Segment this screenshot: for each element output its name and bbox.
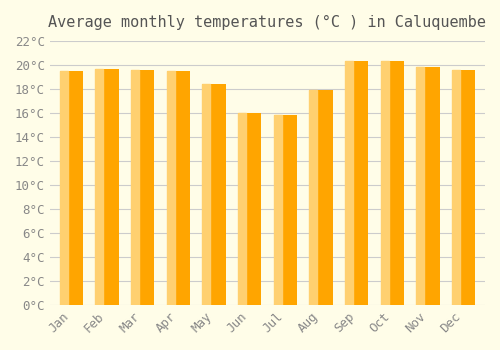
Bar: [345, 61, 368, 305]
Bar: [274, 116, 297, 305]
Bar: [310, 90, 332, 305]
Bar: [60, 71, 68, 305]
Bar: [310, 90, 318, 305]
Bar: [60, 71, 83, 305]
Bar: [380, 61, 389, 305]
Bar: [166, 71, 190, 305]
Title: Average monthly temperatures (°C ) in Caluquembe: Average monthly temperatures (°C ) in Ca…: [48, 15, 486, 30]
Bar: [202, 84, 226, 305]
Bar: [416, 67, 440, 305]
Bar: [238, 113, 246, 305]
Bar: [202, 84, 210, 305]
Bar: [131, 70, 139, 305]
Bar: [238, 113, 261, 305]
Bar: [274, 116, 282, 305]
Bar: [416, 67, 424, 305]
Bar: [452, 70, 460, 305]
Bar: [166, 71, 175, 305]
Bar: [96, 69, 104, 305]
Bar: [96, 69, 118, 305]
Bar: [452, 70, 475, 305]
Bar: [131, 70, 154, 305]
Bar: [345, 61, 353, 305]
Bar: [380, 61, 404, 305]
